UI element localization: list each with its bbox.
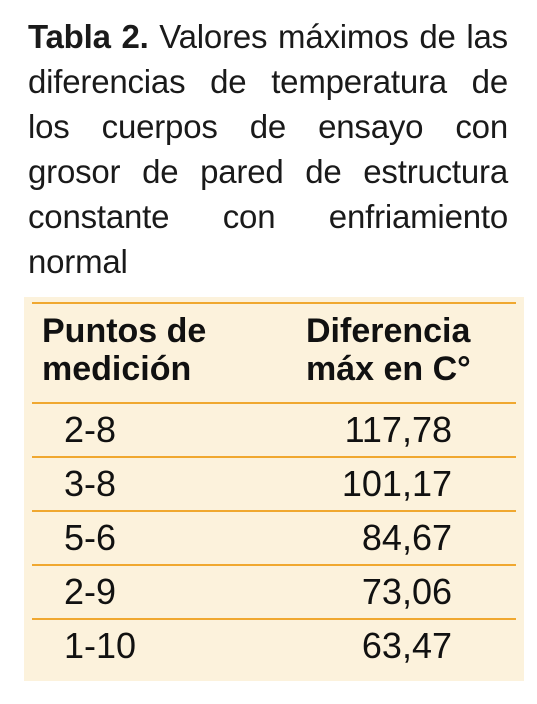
data-table: Puntos de medición Diferencia máx en C° … <box>24 297 524 681</box>
table-caption: Tabla 2. Valores máximos de las diferenc… <box>28 14 508 284</box>
cell-punto: 2-8 <box>64 409 117 450</box>
cell-valor: 84,67 <box>361 517 452 558</box>
header-puntos-medicion: Puntos de medición <box>42 312 207 388</box>
cell-valor: 63,47 <box>361 625 452 666</box>
caption-label: Tabla 2. <box>28 18 149 55</box>
table-row: 5-6 84,67 <box>32 510 516 564</box>
table-row: 1-10 63,47 <box>32 618 516 672</box>
cell-valor: 101,17 <box>341 463 452 504</box>
table-row: 2-8 117,78 <box>32 402 516 456</box>
header-diferencia-max: Diferencia máx en C° <box>306 312 471 388</box>
cell-punto: 3-8 <box>64 463 117 504</box>
table-row: 3-8 101,17 <box>32 456 516 510</box>
table-row: 2-9 73,06 <box>32 564 516 618</box>
cell-punto: 1-10 <box>64 625 137 666</box>
caption-text: Valores máximos de las diferencias de te… <box>28 18 508 280</box>
table-header-row: Puntos de medición Diferencia máx en C° <box>32 302 516 402</box>
cell-valor: 117,78 <box>344 409 452 450</box>
cell-punto: 2-9 <box>64 571 117 612</box>
cell-punto: 5-6 <box>64 517 117 558</box>
cell-valor: 73,06 <box>361 571 452 612</box>
